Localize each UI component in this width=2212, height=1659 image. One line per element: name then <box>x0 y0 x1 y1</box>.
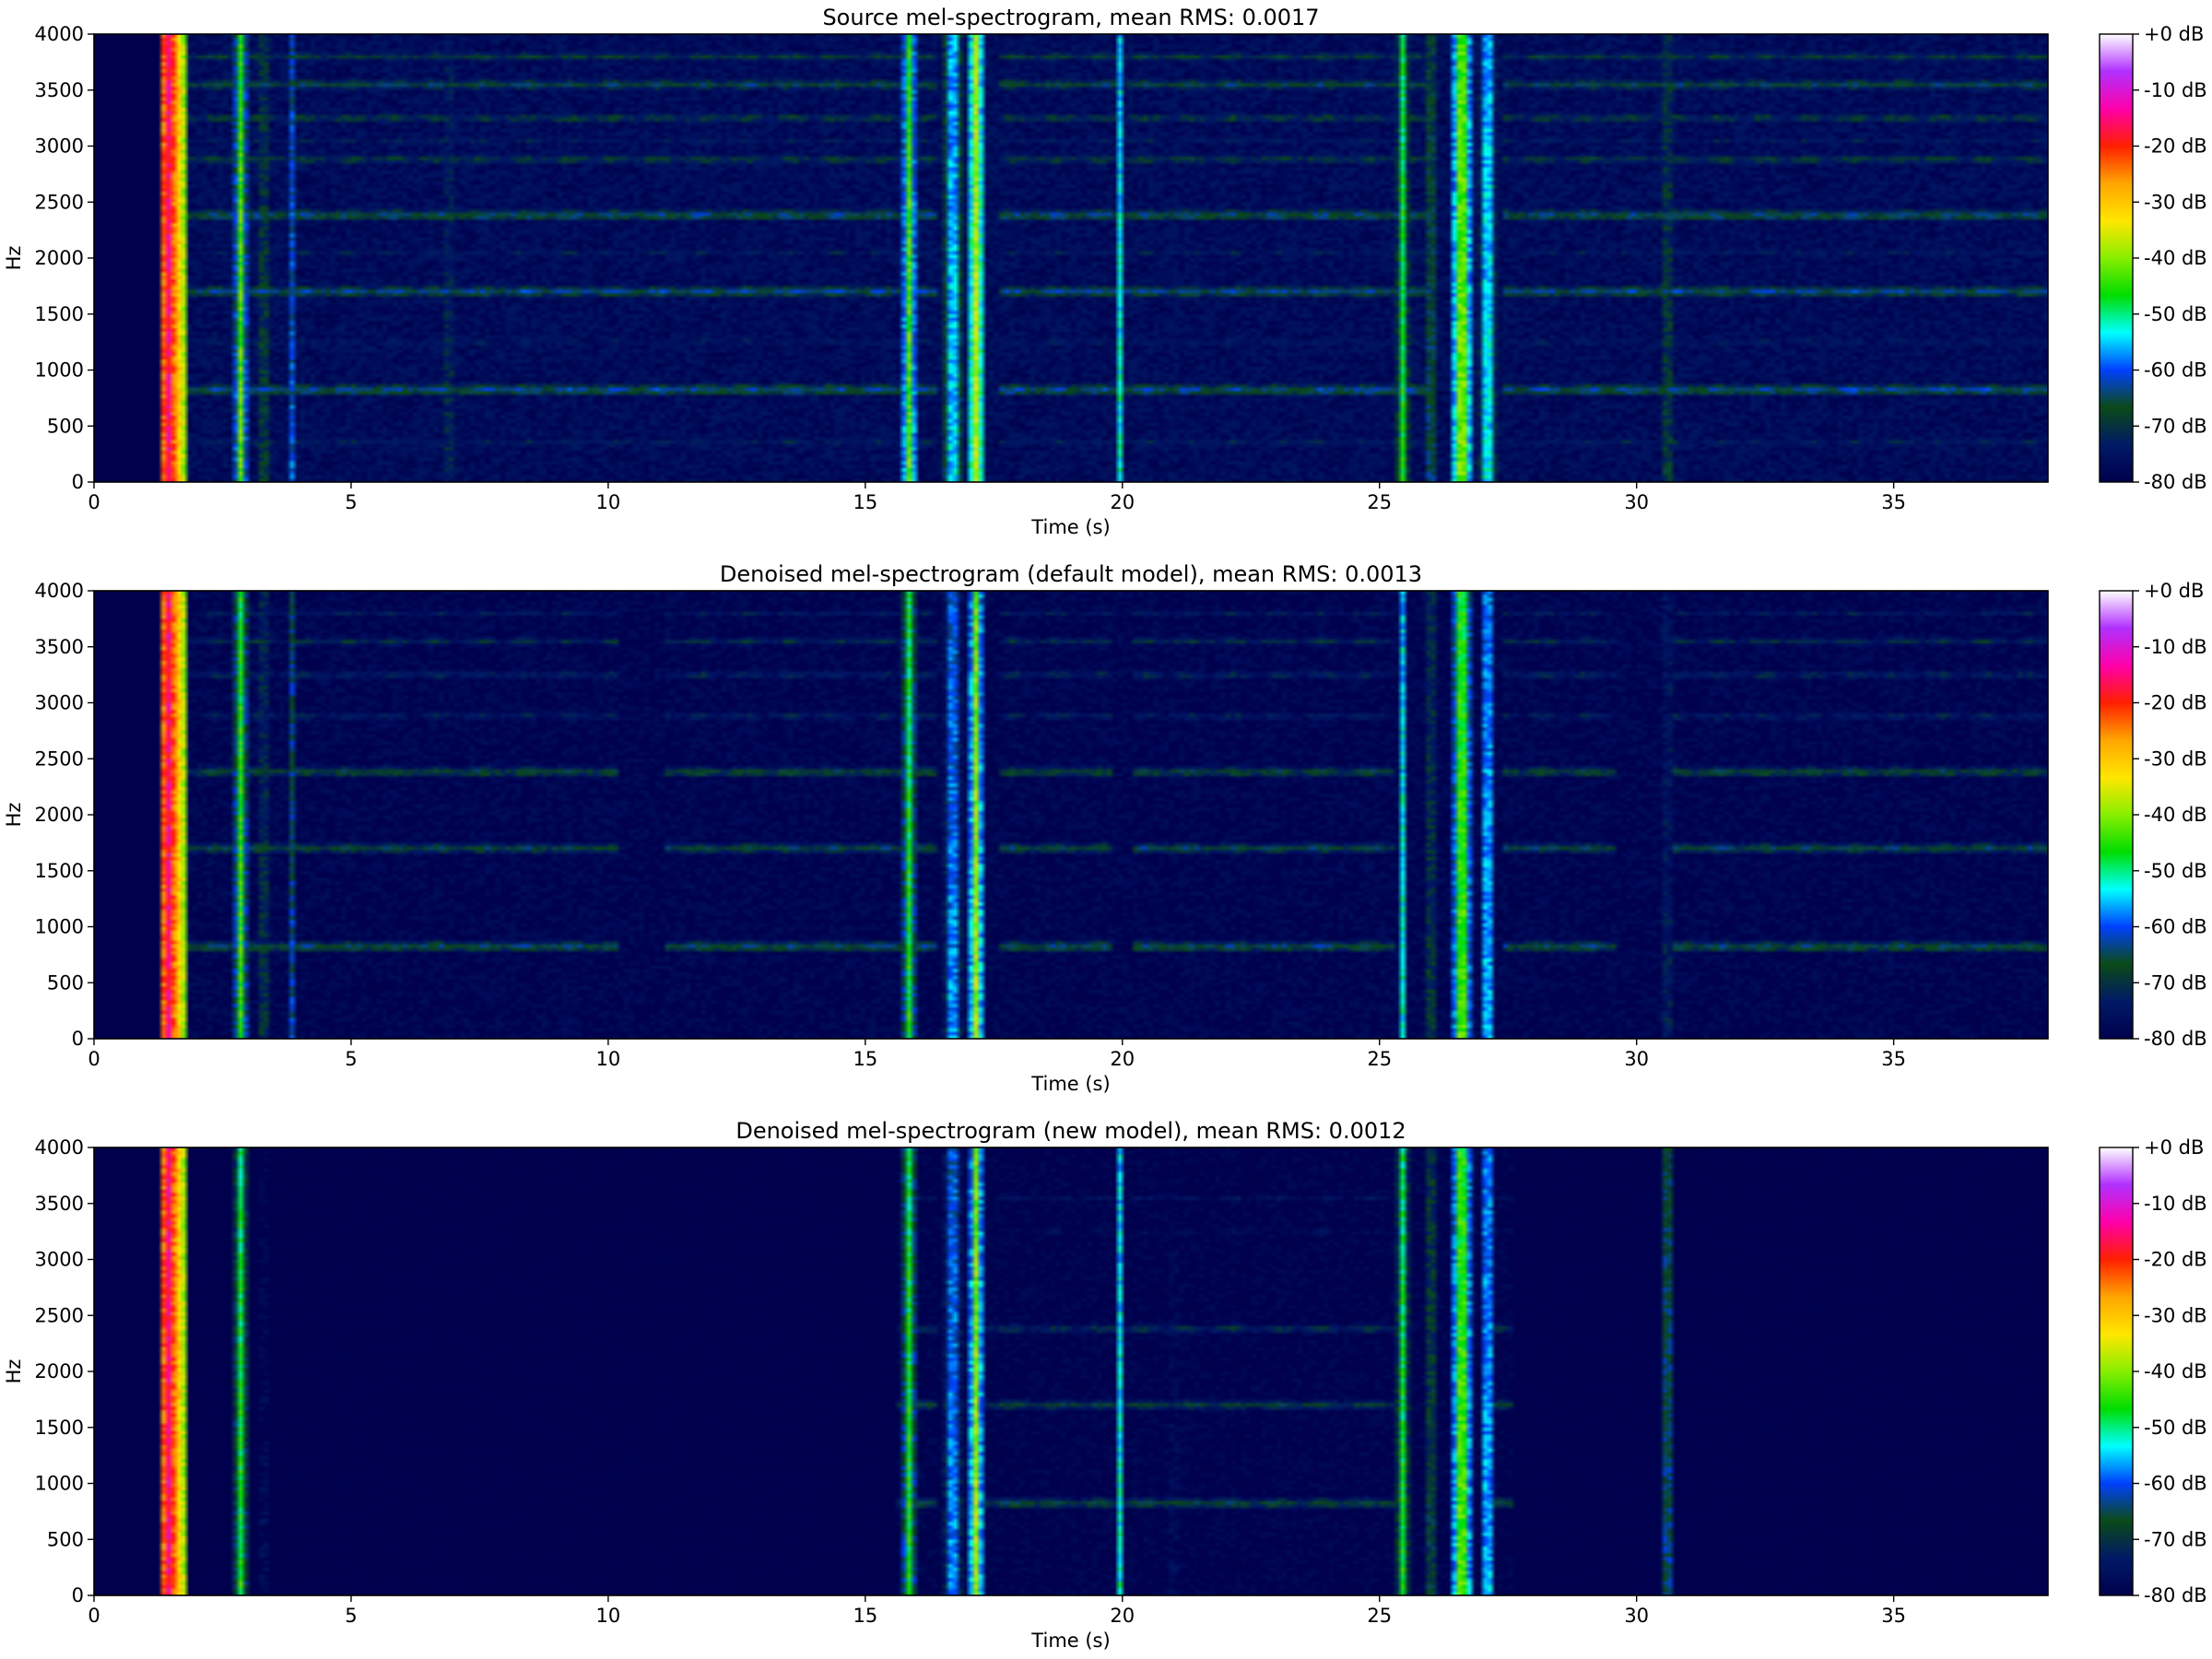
colorbar-tick-label: -70 dB <box>2144 1528 2207 1550</box>
colorbar-tick-label: -10 dB <box>2144 79 2207 101</box>
y-tick-label: 2500 <box>35 1304 84 1326</box>
colorbar <box>2100 34 2133 482</box>
spectrogram-image <box>94 34 2048 482</box>
colorbar-tick-label: -10 dB <box>2144 636 2207 658</box>
panel-title: Source mel-spectrogram, mean RMS: 0.0017 <box>822 5 1319 30</box>
x-tick-label: 35 <box>1881 1048 1906 1070</box>
x-tick-label: 5 <box>345 491 357 513</box>
x-tick-label: 10 <box>596 1605 621 1627</box>
colorbar-tick-label: -80 dB <box>2144 1584 2207 1606</box>
colorbar-tick-label: -30 dB <box>2144 1304 2207 1326</box>
colorbar-tick-label: -20 dB <box>2144 1249 2207 1271</box>
x-tick-label: 5 <box>345 1048 357 1070</box>
x-tick-label: 0 <box>88 1048 100 1070</box>
x-axis-label: Time (s) <box>1030 516 1110 538</box>
y-tick-label: 3500 <box>35 636 84 658</box>
colorbar-tick-label: -50 dB <box>2144 303 2207 325</box>
x-tick-label: 30 <box>1624 1048 1649 1070</box>
colorbar-tick-label: +0 dB <box>2144 23 2204 45</box>
y-tick-label: 500 <box>47 415 84 437</box>
colorbar-tick-label: +0 dB <box>2144 580 2204 602</box>
spectrogram-image <box>94 1147 2048 1595</box>
y-tick-label: 0 <box>72 1584 84 1606</box>
colorbar <box>2100 1147 2133 1595</box>
colorbar-tick-label: -10 dB <box>2144 1193 2207 1215</box>
y-tick-label: 3000 <box>35 1249 84 1271</box>
y-tick-label: 500 <box>47 1528 84 1550</box>
x-tick-label: 25 <box>1367 491 1392 513</box>
y-tick-label: 4000 <box>35 1136 84 1159</box>
x-tick-label: 15 <box>853 1048 877 1070</box>
x-tick-label: 15 <box>853 491 877 513</box>
colorbar-tick-label: -70 dB <box>2144 415 2207 437</box>
x-tick-label: 0 <box>88 1605 100 1627</box>
colorbar-tick-label: -60 dB <box>2144 1473 2207 1495</box>
y-tick-label: 2000 <box>35 804 84 826</box>
colorbar-tick-label: -30 dB <box>2144 747 2207 770</box>
panel-title: Denoised mel-spectrogram (default model)… <box>720 561 1422 587</box>
x-tick-label: 20 <box>1110 491 1135 513</box>
x-tick-label: 20 <box>1110 1605 1135 1627</box>
x-axis-label: Time (s) <box>1030 1073 1110 1095</box>
y-tick-label: 0 <box>72 1028 84 1050</box>
panel-title: Denoised mel-spectrogram (new model), me… <box>735 1118 1406 1144</box>
y-tick-label: 2500 <box>35 747 84 770</box>
x-tick-label: 30 <box>1624 491 1649 513</box>
x-tick-label: 0 <box>88 491 100 513</box>
y-tick-label: 2000 <box>35 247 84 269</box>
y-tick-label: 0 <box>72 471 84 493</box>
x-tick-label: 5 <box>345 1605 357 1627</box>
x-tick-label: 30 <box>1624 1605 1649 1627</box>
colorbar-tick-label: -40 dB <box>2144 247 2207 269</box>
y-axis-label: Hz <box>3 803 25 828</box>
colorbar-tick-label: -60 dB <box>2144 916 2207 938</box>
y-tick-label: 3500 <box>35 79 84 101</box>
colorbar <box>2100 591 2133 1039</box>
x-tick-label: 35 <box>1881 1605 1906 1627</box>
colorbar-tick-label: -40 dB <box>2144 804 2207 826</box>
x-tick-label: 15 <box>853 1605 877 1627</box>
y-tick-label: 3000 <box>35 135 84 158</box>
x-axis-label: Time (s) <box>1030 1630 1110 1652</box>
colorbar-tick-label: +0 dB <box>2144 1136 2204 1159</box>
spectrogram-panel-1: Source mel-spectrogram, mean RMS: 0.0017… <box>3 5 2207 538</box>
x-tick-label: 10 <box>596 491 621 513</box>
colorbar-tick-label: -80 dB <box>2144 471 2207 493</box>
x-tick-label: 25 <box>1367 1605 1392 1627</box>
spectrogram-panel-2: Denoised mel-spectrogram (default model)… <box>3 561 2207 1095</box>
y-tick-label: 1000 <box>35 359 84 382</box>
y-axis-label: Hz <box>3 246 25 271</box>
y-tick-label: 4000 <box>35 580 84 602</box>
y-tick-label: 500 <box>47 971 84 994</box>
y-tick-label: 1000 <box>35 1473 84 1495</box>
colorbar-tick-label: -50 dB <box>2144 1417 2207 1439</box>
colorbar-tick-label: -20 dB <box>2144 135 2207 158</box>
y-tick-label: 1000 <box>35 916 84 938</box>
colorbar-tick-label: -70 dB <box>2144 971 2207 994</box>
y-tick-label: 3500 <box>35 1193 84 1215</box>
spectrogram-image <box>94 591 2048 1039</box>
y-tick-label: 1500 <box>35 860 84 882</box>
colorbar-tick-label: -80 dB <box>2144 1028 2207 1050</box>
x-tick-label: 10 <box>596 1048 621 1070</box>
colorbar-tick-label: -50 dB <box>2144 860 2207 882</box>
x-tick-label: 35 <box>1881 491 1906 513</box>
x-tick-label: 20 <box>1110 1048 1135 1070</box>
y-tick-label: 2500 <box>35 191 84 213</box>
colorbar-tick-label: -20 dB <box>2144 692 2207 714</box>
y-tick-label: 4000 <box>35 23 84 45</box>
colorbar-tick-label: -30 dB <box>2144 191 2207 213</box>
spectrogram-panel-3: Denoised mel-spectrogram (new model), me… <box>3 1118 2207 1652</box>
y-tick-label: 1500 <box>35 1417 84 1439</box>
y-tick-label: 2000 <box>35 1360 84 1382</box>
colorbar-tick-label: -40 dB <box>2144 1360 2207 1382</box>
y-tick-label: 1500 <box>35 303 84 325</box>
x-tick-label: 25 <box>1367 1048 1392 1070</box>
y-tick-label: 3000 <box>35 692 84 714</box>
y-axis-label: Hz <box>3 1359 25 1384</box>
colorbar-tick-label: -60 dB <box>2144 359 2207 382</box>
